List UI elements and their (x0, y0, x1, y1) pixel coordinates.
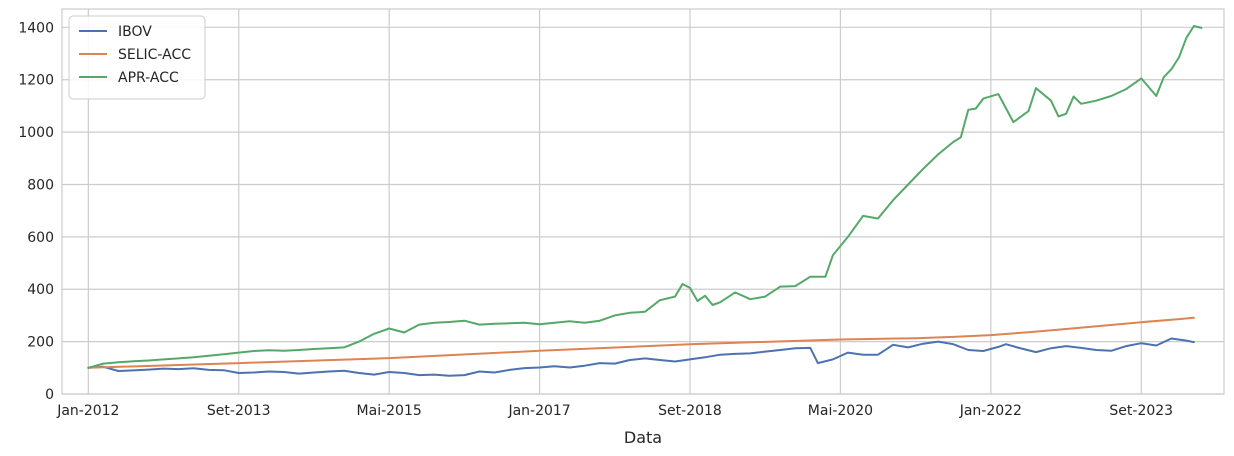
x-tick-label: Set-2013 (207, 403, 271, 419)
series-line-apr-acc (87, 25, 1203, 369)
plot-frame (61, 8, 1225, 395)
y-tick-label: 200 (27, 335, 54, 351)
y-tick-label: 1200 (18, 73, 54, 89)
y-tick-label: 1400 (18, 20, 54, 36)
y-tick-label: 400 (27, 282, 54, 298)
y-tick-label: 1000 (18, 125, 54, 141)
legend-label: APR-ACC (118, 70, 179, 86)
legend-label: IBOV (118, 24, 152, 40)
x-tick-label: Jan-2017 (507, 403, 570, 419)
x-tick-label: Jan-2012 (56, 403, 119, 419)
y-tick-label: 600 (27, 230, 54, 246)
x-axis-ticks: Jan-2012 Set-2013 Mai-2015 Jan-2017 Set-2018… (56, 403, 1173, 419)
series-line-selic-acc (87, 316, 1195, 369)
x-tick-label: Jan-2022 (959, 403, 1022, 419)
series-line-ibov (87, 337, 1195, 377)
x-tick-label: Set-2023 (1109, 403, 1173, 419)
x-axis-title: Data (624, 428, 662, 447)
series-layer (87, 25, 1203, 377)
x-tick-label: Mai-2015 (357, 403, 422, 419)
y-tick-label: 0 (45, 387, 54, 403)
y-tick-label: 800 (27, 177, 54, 193)
x-tick-label: Set-2018 (658, 403, 722, 419)
x-tick-label: Mai-2020 (808, 403, 873, 419)
legend-label: SELIC-ACC (118, 47, 191, 63)
y-axis-ticks: 0 200 400 600 800 1000 1200 1400 (18, 20, 54, 403)
legend: IBOV SELIC-ACC APR-ACC (68, 15, 206, 100)
legend-box (68, 15, 206, 100)
